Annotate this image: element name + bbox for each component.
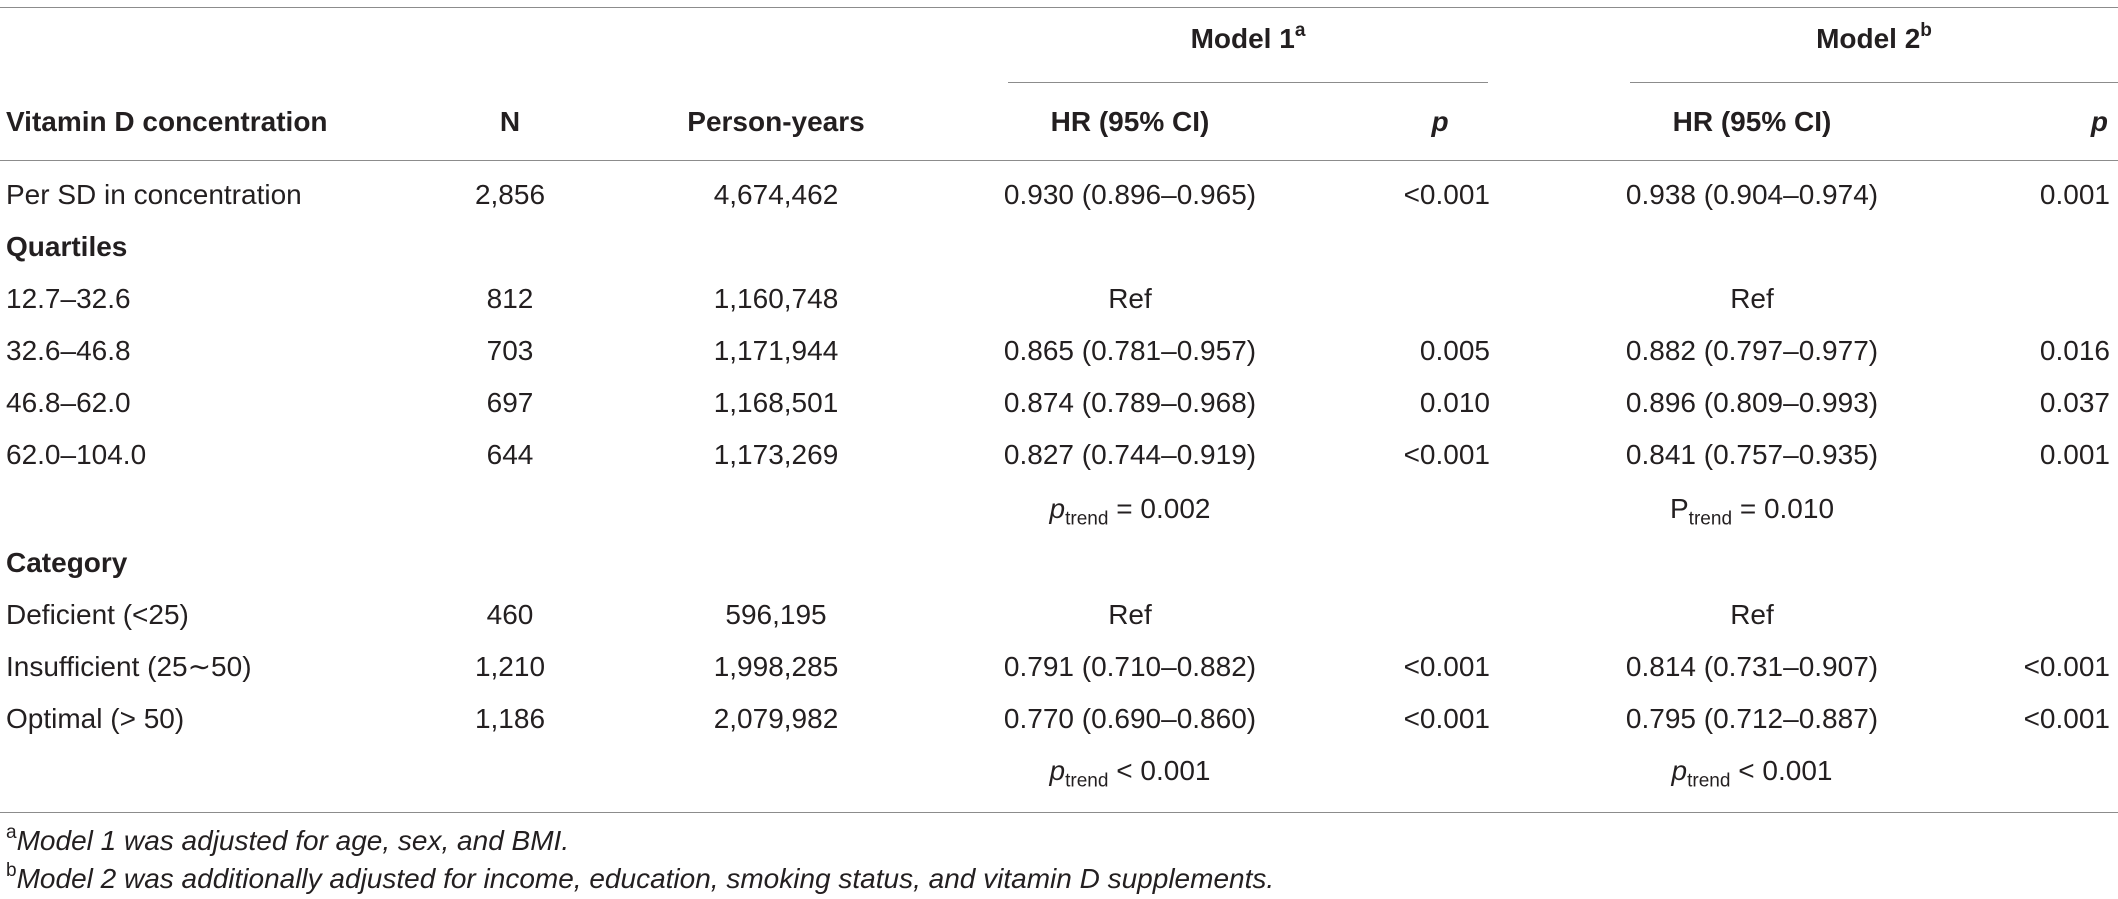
cell-p-model2: 0.001 <box>2039 179 2110 210</box>
row-label: Deficient (<25) <box>6 599 189 630</box>
cell-n: 644 <box>486 439 534 470</box>
footnote-mark: a <box>6 822 17 844</box>
cell-n: 697 <box>486 387 534 418</box>
cell-n: 1,210 <box>474 651 546 682</box>
p-trend-value: < 0.001 <box>1730 755 1833 786</box>
cell-hr-model1: 0.930 (0.896–0.965) <box>1003 179 1257 210</box>
cell-person-years: 1,160,748 <box>713 283 839 314</box>
cell-hr-model1: 0.865 (0.781–0.957) <box>1003 335 1257 366</box>
cell-hr-model1: 0.791 (0.710–0.882) <box>1003 651 1257 682</box>
header-rule <box>0 160 2118 161</box>
cell-hr-model2: 0.814 (0.731–0.907) <box>1625 651 1879 682</box>
col-header-hr-model1: HR (95% CI) <box>1050 106 1210 137</box>
p-trend-subscript: trend <box>1688 508 1733 530</box>
footnote-text: Model 1 was adjusted for age, sex, and B… <box>16 825 570 856</box>
table-bottom-rule <box>0 812 2118 813</box>
cell-hr-model2: 0.896 (0.809–0.993) <box>1625 387 1879 418</box>
footnote-text: Model 2 was additionally adjusted for in… <box>16 863 1275 894</box>
cell-hr-model2: Ref <box>1730 283 1774 314</box>
p-trend-subscript: trend <box>1065 508 1109 530</box>
cell-person-years: 2,079,982 <box>713 703 839 734</box>
cell-hr-model2: 0.938 (0.904–0.974) <box>1625 179 1879 210</box>
row-label: Per SD in concentration <box>6 179 302 210</box>
cell-n: 460 <box>486 599 534 630</box>
cell-p-model1: <0.001 <box>1403 179 1490 210</box>
row-label: Insufficient (25∼50) <box>6 651 252 682</box>
cell-p-model1: 0.005 <box>1419 335 1490 366</box>
row-label: 32.6–46.8 <box>6 335 131 366</box>
p-trend-model1: ptrend = 0.002 <box>990 492 1270 529</box>
cell-person-years: 1,171,944 <box>713 335 839 366</box>
cell-p-model1: <0.001 <box>1403 439 1490 470</box>
col-header-hr-model2: HR (95% CI) <box>1672 106 1832 137</box>
p-trend-value: < 0.001 <box>1108 755 1211 786</box>
p-trend-subscript: trend <box>1687 770 1731 792</box>
cell-person-years: 4,674,462 <box>713 179 839 210</box>
cell-person-years: 1,998,285 <box>713 651 839 682</box>
col-header-n: N <box>499 106 521 137</box>
cell-person-years: 1,168,501 <box>713 387 839 418</box>
section-heading: Category <box>6 547 128 578</box>
cell-hr-model1: Ref <box>1108 599 1152 630</box>
col-header-p-model2: p <box>2090 106 2108 137</box>
p-trend-symbol: p <box>1049 493 1066 524</box>
p-trend-symbol: p <box>1049 755 1066 786</box>
cell-p-model2: 0.037 <box>2039 387 2110 418</box>
table-top-rule <box>0 7 2118 8</box>
col-header-label: Vitamin D concentration <box>6 106 328 137</box>
model2-underline <box>1630 82 2118 83</box>
p-trend-value: = 0.002 <box>1108 493 1211 524</box>
p-trend-model1: ptrend < 0.001 <box>990 754 1270 791</box>
cell-hr-model2: Ref <box>1730 599 1774 630</box>
row-label: 46.8–62.0 <box>6 387 131 418</box>
cell-n: 1,186 <box>474 703 546 734</box>
cell-person-years: 596,195 <box>725 599 827 630</box>
col-header-person-years: Person-years <box>687 106 865 137</box>
col-header-p-model1: p <box>1431 106 1449 137</box>
footnote: bModel 2 was additionally adjusted for i… <box>6 860 1275 896</box>
cell-p-model2: 0.016 <box>2039 335 2110 366</box>
p-trend-symbol: p <box>1671 755 1688 786</box>
row-label: 12.7–32.6 <box>6 283 131 314</box>
p-trend-model2: ptrend < 0.001 <box>1612 754 1892 791</box>
footnote-mark: b <box>6 860 17 882</box>
p-trend-value: = 0.010 <box>1732 493 1835 524</box>
model1-header: Model 1a <box>1190 20 1306 54</box>
cell-hr-model2: 0.841 (0.757–0.935) <box>1625 439 1879 470</box>
cell-hr-model1: 0.770 (0.690–0.860) <box>1003 703 1257 734</box>
cell-p-model2: 0.001 <box>2039 439 2110 470</box>
cell-n: 812 <box>486 283 534 314</box>
p-trend-subscript: trend <box>1065 770 1109 792</box>
cell-person-years: 1,173,269 <box>713 439 839 470</box>
cell-hr-model2: 0.882 (0.797–0.977) <box>1625 335 1879 366</box>
cell-n: 2,856 <box>474 179 546 210</box>
cell-hr-model1: 0.827 (0.744–0.919) <box>1003 439 1257 470</box>
p-trend-model2: Ptrend = 0.010 <box>1612 492 1892 529</box>
cell-hr-model1: Ref <box>1108 283 1152 314</box>
cell-n: 703 <box>486 335 534 366</box>
section-heading: Quartiles <box>6 231 128 262</box>
footnote: aModel 1 was adjusted for age, sex, and … <box>6 822 570 858</box>
cell-hr-model1: 0.874 (0.789–0.968) <box>1003 387 1257 418</box>
cell-hr-model2: 0.795 (0.712–0.887) <box>1625 703 1879 734</box>
cell-p-model2: <0.001 <box>2023 703 2110 734</box>
row-label: 62.0–104.0 <box>6 439 147 470</box>
model2-header: Model 2b <box>1816 20 1932 54</box>
cell-p-model1: <0.001 <box>1403 703 1490 734</box>
row-label: Optimal (> 50) <box>6 703 185 734</box>
model1-underline <box>1008 82 1488 83</box>
cell-p-model1: <0.001 <box>1403 651 1490 682</box>
p-trend-symbol: P <box>1669 493 1689 524</box>
cell-p-model1: 0.010 <box>1419 387 1490 418</box>
cell-p-model2: <0.001 <box>2023 651 2110 682</box>
